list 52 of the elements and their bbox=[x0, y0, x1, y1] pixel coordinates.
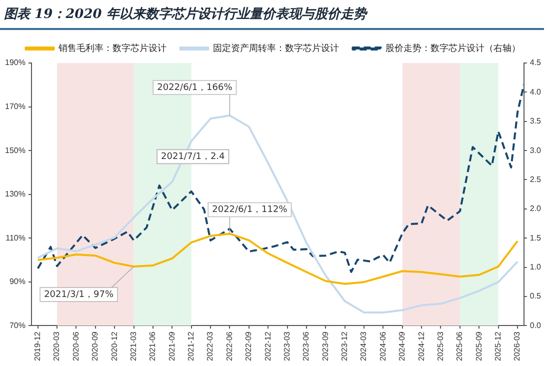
x-tick-label: 2023-03 bbox=[282, 331, 292, 361]
legend-label: 股价走势：数字芯片设计（右轴） bbox=[385, 42, 520, 54]
y-tick-label: 90% bbox=[9, 277, 26, 286]
y2-tick-label: 3.5 bbox=[530, 116, 542, 126]
x-tick-label: 2023-06 bbox=[302, 331, 311, 361]
chart-title: 图表 19：2020 年以来数字芯片设计行业量价表现与股价走势 bbox=[0, 0, 544, 30]
x-tick-label: 2024-06 bbox=[378, 331, 388, 361]
x-tick-label: 2020-09 bbox=[90, 331, 100, 361]
legend-label: 固定资产周转率：数字芯片设计 bbox=[212, 42, 339, 54]
y-tick-label: 170% bbox=[4, 102, 26, 111]
x-tick-label: 2025-03 bbox=[436, 331, 445, 361]
x-tick-label: 2021-12 bbox=[186, 331, 196, 361]
y2-tick-label: 4.5 bbox=[530, 58, 542, 68]
x-tick-label: 2021-03 bbox=[128, 331, 138, 361]
x-tick-label: 2022-06 bbox=[224, 331, 234, 361]
x-tick-label: 2024-09 bbox=[398, 331, 407, 361]
annotation: 2022/6/1，112% bbox=[212, 205, 288, 216]
y2-tick-label: 4.0 bbox=[530, 87, 542, 96]
x-tick-label: 2019-12 bbox=[33, 331, 42, 361]
x-tick-label: 2023-12 bbox=[340, 331, 350, 361]
y2-tick-label: 3.0 bbox=[530, 146, 542, 155]
line-series bbox=[36, 84, 524, 273]
y2-tick-label: 1.5 bbox=[530, 233, 542, 242]
y2-tick-label: 2.0 bbox=[530, 204, 542, 214]
annotation: 2022/6/1，166% bbox=[157, 82, 233, 93]
y-tick-label: 190% bbox=[4, 58, 26, 68]
y-tick-label: 130% bbox=[4, 190, 26, 199]
x-tick-label: 2025-12 bbox=[494, 331, 502, 361]
x-tick-label: 2023-09 bbox=[320, 331, 330, 361]
x-tick-label: 2024-12 bbox=[416, 331, 426, 361]
x-tick-label: 2022-09 bbox=[244, 331, 254, 361]
x-tick-label: 2025-09 bbox=[474, 331, 484, 361]
y-tick-label: 110% bbox=[6, 233, 26, 242]
x-tick-label: 2021-06 bbox=[148, 331, 158, 361]
annotation: 2021/3/1，97% bbox=[44, 290, 114, 300]
x-tick-label: 2021-09 bbox=[167, 331, 176, 361]
x-tick-label: 2020-03 bbox=[52, 331, 62, 361]
x-tick-label: 2020-06 bbox=[71, 331, 80, 361]
x-tick-label: 2022-03 bbox=[206, 331, 215, 361]
x-tick-label: 2025-06 bbox=[455, 331, 464, 361]
annotation: 2021/7/1，2.4 bbox=[161, 152, 226, 162]
x-tick-label: 2022-12 bbox=[263, 331, 272, 361]
legend-label: 销售毛利率：数字芯片设计 bbox=[57, 42, 166, 54]
x-tick-label: 2024-03 bbox=[359, 331, 368, 361]
y2-tick-label: 2.5 bbox=[530, 174, 542, 184]
y2-tick-label: 0.0 bbox=[530, 320, 542, 330]
y2-tick-label: 1.0 bbox=[530, 262, 542, 272]
y-tick-label: 150% bbox=[4, 146, 26, 155]
x-tick-label: 2026-03 bbox=[512, 331, 522, 361]
y2-tick-label: 0.5 bbox=[530, 292, 542, 301]
x-tick-label: 2020-12 bbox=[110, 331, 119, 361]
y-tick-label: 70% bbox=[9, 320, 26, 330]
